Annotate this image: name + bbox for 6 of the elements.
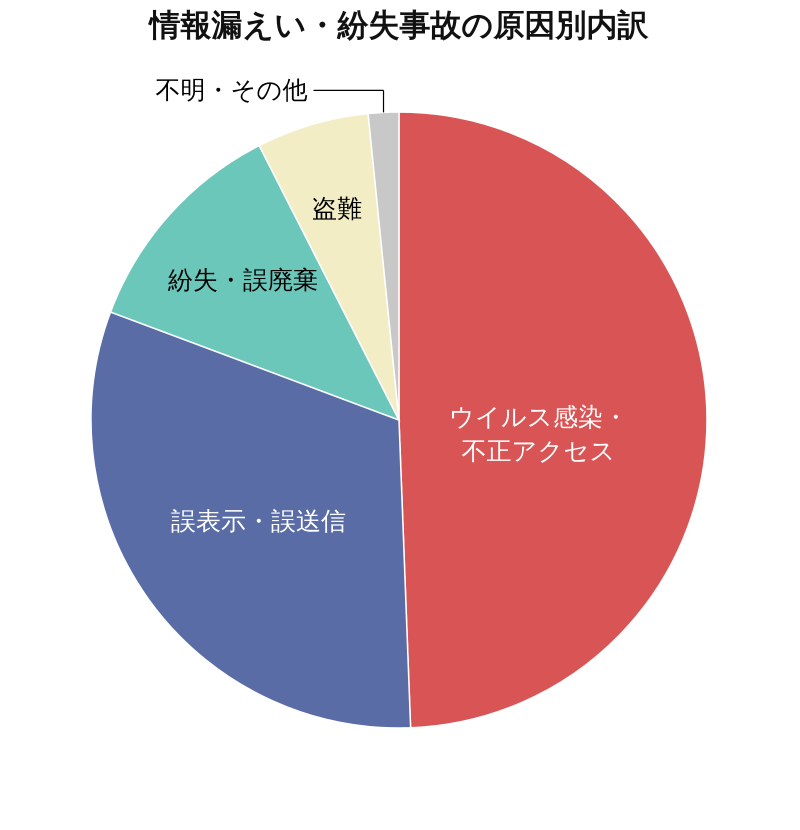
slice-label: ウイルス感染・不正アクセス <box>449 402 628 466</box>
chart-title: 情報漏えい・紛失事故の原因別内訳 <box>148 7 650 44</box>
slice-label: 誤表示・誤送信 <box>171 506 346 536</box>
slice-label: 不明・その他 <box>156 75 308 104</box>
slice-label: 紛失・誤廃棄 <box>166 266 318 295</box>
slice-label: 盗難 <box>312 194 362 223</box>
